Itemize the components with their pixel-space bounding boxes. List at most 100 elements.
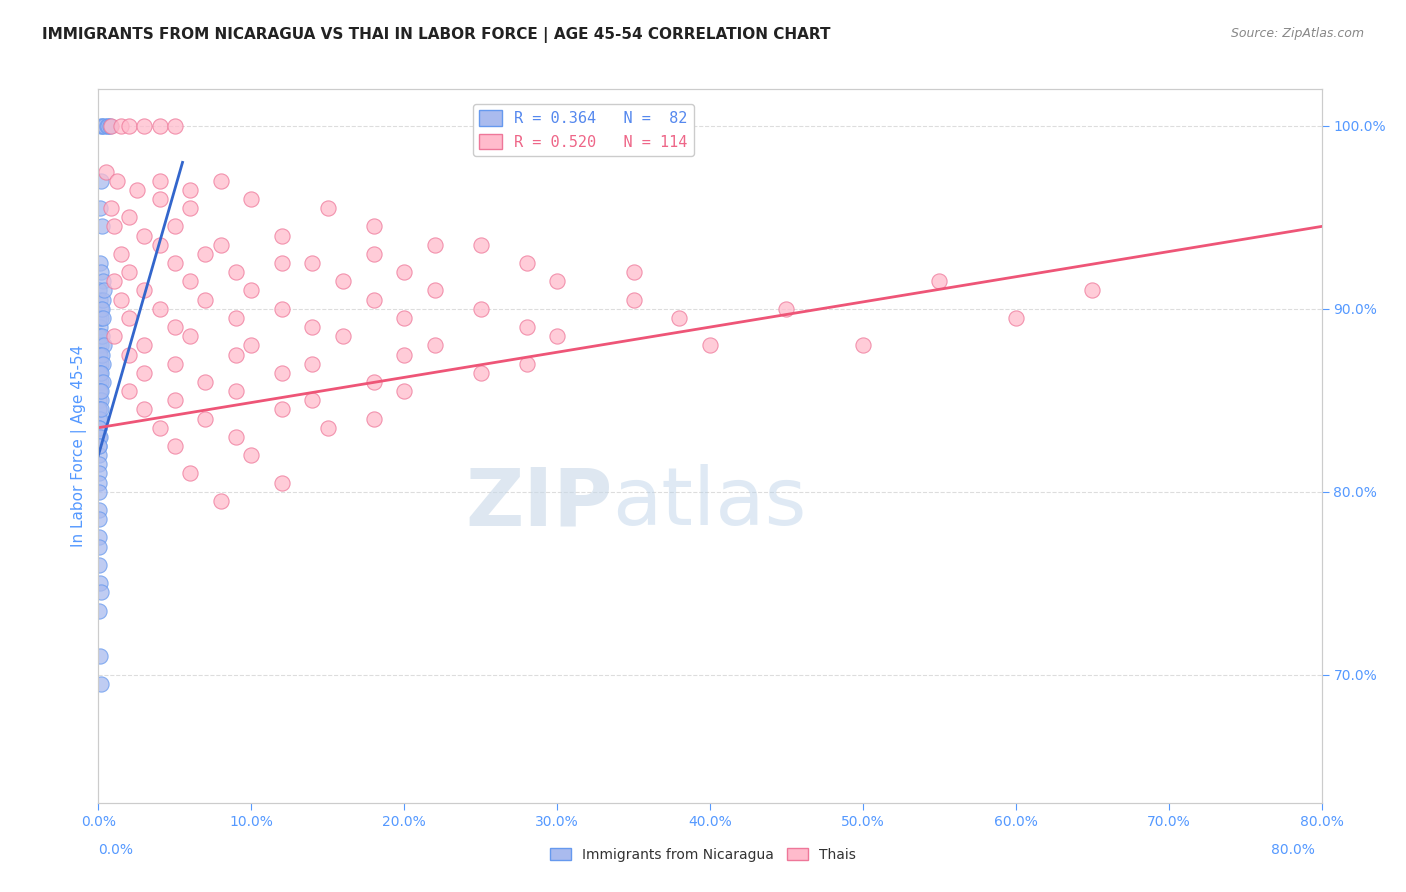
Point (240, 284, 263, 298)
Point (392, 347, 416, 361)
Point (118, 384, 141, 398)
Point (516, 357, 538, 371)
Point (125, 183, 148, 197)
Point (316, 201, 339, 215)
Point (134, 338, 156, 352)
Point (623, 293, 645, 307)
Point (546, 329, 568, 343)
Point (270, 256, 294, 270)
Point (89, 256, 111, 270)
Point (928, 274, 950, 288)
Point (89, 649, 111, 664)
Point (194, 375, 217, 389)
Point (103, 274, 125, 288)
Point (118, 310, 141, 325)
Point (93, 338, 115, 352)
Point (149, 301, 172, 316)
Text: 80.0%: 80.0% (1271, 843, 1315, 857)
Point (90, 393, 112, 408)
Point (134, 402, 156, 417)
Point (179, 467, 201, 481)
Point (332, 329, 354, 343)
Point (392, 310, 416, 325)
Point (546, 274, 568, 288)
Point (623, 265, 645, 279)
Point (1081, 284, 1104, 298)
Point (89, 402, 111, 417)
Point (90, 219, 112, 234)
Point (91, 293, 114, 307)
Point (110, 119, 132, 133)
Point (209, 174, 232, 188)
Point (90, 265, 112, 279)
Point (163, 439, 186, 453)
Point (209, 494, 232, 508)
Point (89, 320, 111, 334)
Point (179, 183, 201, 197)
Point (240, 192, 263, 206)
Point (93, 119, 115, 133)
Point (225, 265, 247, 279)
Point (316, 420, 339, 434)
Point (240, 338, 263, 352)
Point (100, 119, 122, 133)
Point (87, 448, 110, 462)
Point (87, 439, 110, 453)
Text: IMMIGRANTS FROM NICARAGUA VS THAI IN LABOR FORCE | AGE 45-54 CORRELATION CHART: IMMIGRANTS FROM NICARAGUA VS THAI IN LAB… (42, 27, 831, 43)
Point (194, 293, 217, 307)
Text: 0.0%: 0.0% (98, 843, 134, 857)
Point (90, 402, 112, 417)
Point (90, 301, 112, 316)
Legend: Immigrants from Nicaragua, Thais: Immigrants from Nicaragua, Thais (544, 842, 862, 867)
Point (301, 320, 323, 334)
Point (194, 411, 217, 425)
Point (91, 329, 114, 343)
Point (118, 265, 141, 279)
Point (225, 347, 247, 361)
Point (301, 256, 323, 270)
Point (240, 448, 263, 462)
Point (96, 119, 118, 133)
Point (89, 329, 111, 343)
Point (225, 430, 247, 444)
Point (134, 119, 156, 133)
Point (270, 228, 294, 243)
Point (118, 347, 141, 361)
Point (100, 201, 122, 215)
Point (118, 211, 141, 225)
Point (91, 357, 114, 371)
Point (179, 274, 201, 288)
Point (194, 247, 217, 261)
Point (516, 320, 538, 334)
Point (103, 219, 125, 234)
Point (470, 301, 492, 316)
Point (179, 201, 201, 215)
Point (699, 338, 721, 352)
Point (87, 329, 110, 343)
Point (470, 237, 492, 252)
Point (775, 301, 797, 316)
Point (89, 576, 111, 591)
Point (149, 174, 172, 188)
Point (90, 347, 112, 361)
Point (87, 375, 110, 389)
Y-axis label: In Labor Force | Age 45-54: In Labor Force | Age 45-54 (72, 345, 87, 547)
Point (89, 366, 111, 380)
Point (90, 677, 112, 691)
Point (392, 265, 416, 279)
Point (163, 219, 186, 234)
Point (270, 301, 294, 316)
Point (363, 219, 385, 234)
Point (90, 301, 112, 316)
Point (105, 174, 128, 188)
Point (301, 393, 323, 408)
Point (87, 467, 110, 481)
Point (90, 119, 112, 133)
Point (87, 366, 110, 380)
Point (87, 393, 110, 408)
Point (225, 310, 247, 325)
Point (87, 540, 110, 554)
Point (179, 329, 201, 343)
Point (93, 284, 115, 298)
Point (87, 503, 110, 517)
